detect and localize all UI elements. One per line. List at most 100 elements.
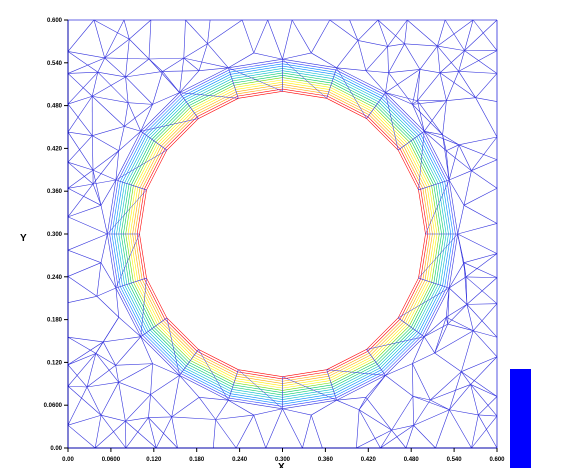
mesh-edge (148, 57, 184, 60)
mesh-edge (430, 399, 450, 411)
mesh-edge (171, 416, 216, 420)
mesh-edge (417, 69, 421, 101)
mesh-edge (424, 130, 459, 146)
mesh-edge (125, 76, 129, 103)
mesh-edge (471, 414, 479, 449)
mesh-edge (67, 276, 98, 297)
mesh-edge (437, 19, 474, 47)
mesh-edge (465, 253, 498, 278)
mesh-edge (405, 425, 414, 449)
y-tick-label: 0.240 (47, 275, 63, 281)
mesh-edge (463, 188, 498, 206)
mesh-edge (91, 96, 125, 127)
mesh-edge (86, 365, 116, 388)
mesh-edge (212, 419, 216, 449)
mesh-edge (391, 425, 414, 431)
mesh-edge (125, 421, 127, 449)
mesh-edge (412, 363, 431, 401)
mesh-edge (67, 385, 88, 388)
mesh-edge (67, 19, 95, 52)
mesh-edge (417, 72, 441, 101)
mesh-edge (358, 409, 381, 449)
mesh-edge (357, 40, 367, 71)
mesh-edge (465, 276, 498, 304)
boundary-layer-mesh (107, 58, 458, 410)
mesh-edge (412, 395, 431, 401)
mesh-edge (95, 353, 119, 383)
boundary-layer-radial (366, 92, 386, 119)
mesh-edge (86, 381, 119, 388)
mesh-edge (282, 408, 303, 449)
mesh-edge (97, 71, 126, 78)
mesh-edge (67, 183, 94, 218)
mesh-edge (457, 233, 467, 277)
mesh-edge (423, 336, 435, 354)
mesh-edge (464, 50, 498, 74)
mesh-edge (434, 330, 474, 354)
boundary-layer-ring (107, 58, 458, 410)
mesh-edge (115, 336, 142, 366)
mesh-edge (198, 397, 216, 420)
x-axis-label: X (278, 462, 285, 468)
y-tick-label: 0.360 (47, 189, 63, 195)
mesh-edge (357, 19, 379, 41)
mesh-edge (86, 353, 97, 388)
mesh-edge (67, 103, 93, 136)
boundary-layer-diagonal (425, 179, 450, 235)
mesh-edge (235, 414, 255, 449)
mesh-edge (472, 19, 498, 51)
mesh-edge (466, 277, 498, 305)
mesh-edge (387, 46, 389, 73)
boundary-layer-diagonal (228, 67, 283, 92)
mesh-edge (413, 399, 431, 426)
mesh-edge (179, 375, 200, 398)
mesh-edge (336, 40, 359, 68)
mesh-edge (404, 43, 438, 47)
mesh-edge (356, 429, 392, 449)
boundary-layer-diagonal (140, 118, 199, 132)
mesh-edge (67, 135, 93, 163)
mesh-edge (311, 399, 337, 416)
mesh-edge (412, 352, 435, 364)
mesh-edge (473, 330, 498, 338)
mesh-edge (282, 408, 312, 416)
mesh-edge (92, 150, 120, 185)
mesh-edge (444, 19, 465, 51)
mesh-edge (458, 50, 465, 72)
mesh-edge (92, 95, 129, 104)
mesh-edge (150, 375, 180, 395)
mesh-edge (466, 303, 498, 305)
mesh-edge (171, 416, 178, 449)
mesh-edge (67, 169, 94, 189)
x-tick-label: 0.420 (361, 457, 377, 463)
mesh-edge (377, 19, 388, 47)
mesh-edge (100, 179, 117, 206)
mesh-edge (470, 384, 498, 417)
mesh-edge (463, 253, 498, 263)
mesh-edge (412, 396, 414, 426)
mesh-edge (215, 414, 254, 420)
mesh-edge (310, 414, 323, 449)
mesh-edge (67, 51, 99, 73)
mesh-edge (100, 414, 126, 422)
mesh-edge (124, 126, 141, 132)
mesh-edge (282, 52, 312, 60)
mesh-edge (442, 100, 447, 135)
mesh-edge (67, 131, 94, 171)
mesh-edge (473, 303, 498, 331)
y-tick-label: 0.420 (47, 146, 63, 152)
mesh-edge (67, 295, 97, 304)
x-tick-label: 0.240 (232, 457, 248, 463)
mesh-edge (67, 364, 88, 388)
mesh-edge (91, 72, 99, 97)
boundary-layer-radial (115, 277, 147, 289)
mesh-edge (447, 323, 474, 332)
y-axis-ticks: 0.00 0.0600 0.120 0.180 0.240 0.300 0.360 0.420… (44, 18, 68, 452)
mesh-edge (67, 71, 98, 74)
mesh-edge (253, 19, 268, 54)
mesh-edge (129, 38, 150, 60)
mesh-edge (148, 394, 151, 418)
mesh-edge (471, 170, 498, 189)
mesh-edge (391, 429, 407, 449)
mesh-edge (118, 363, 153, 383)
